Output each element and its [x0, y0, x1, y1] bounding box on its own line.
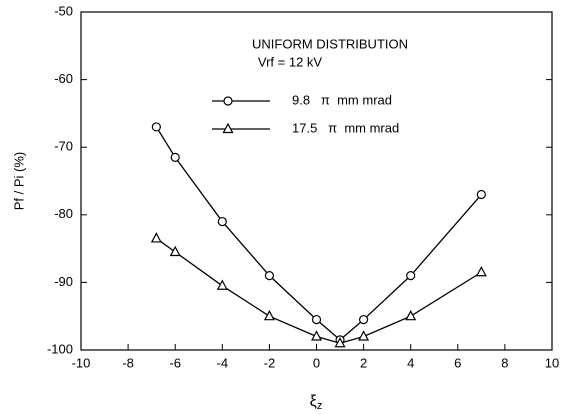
legend-marker: [222, 122, 234, 134]
marker: [476, 189, 486, 200]
x-tick-label: -2: [264, 355, 276, 370]
x-tick-label: -8: [122, 355, 134, 370]
marker: [151, 122, 161, 132]
x-axis-label-main: ξ: [310, 393, 317, 410]
marker: [405, 309, 417, 321]
x-tick-label: 0: [313, 355, 320, 370]
marker: [359, 314, 369, 325]
marker: [311, 314, 322, 325]
x-tick-label: -10: [72, 355, 91, 370]
x-tick-label: 2: [360, 355, 367, 370]
y-tick-label: -50: [54, 3, 73, 18]
marker: [217, 216, 227, 227]
y-tick-label: -60: [54, 71, 73, 86]
marker: [311, 330, 322, 341]
marker: [169, 245, 181, 257]
y-tick-label: -100: [47, 341, 73, 356]
x-tick-label: -6: [169, 355, 181, 370]
y-axis-label: Pf / Pi (%): [11, 152, 26, 211]
marker: [264, 271, 274, 281]
x-axis-label-sub: z: [317, 400, 323, 412]
legend-label: 17.5 π mm mrad: [292, 120, 399, 135]
marker: [170, 152, 180, 162]
y-tick-label: -90: [54, 274, 73, 289]
x-tick-label: 6: [454, 355, 461, 370]
series-line: [155, 237, 482, 344]
marker: [358, 330, 370, 341]
chart-title: UNIFORM DISTRIBUTION: [252, 36, 408, 51]
y-tick-label: -80: [54, 206, 73, 221]
x-axis-label: ξz: [310, 393, 323, 412]
marker: [475, 265, 487, 277]
legend-marker: [223, 96, 233, 106]
series-line: [155, 126, 482, 341]
marker: [263, 309, 275, 321]
x-tick-label: 4: [407, 355, 414, 370]
marker: [334, 336, 346, 348]
marker: [150, 232, 162, 243]
marker: [216, 279, 228, 290]
marker: [406, 271, 416, 281]
legend-label: 9.8 π mm mrad: [292, 92, 392, 107]
x-tick-label: -4: [217, 355, 229, 370]
x-tick-label: 8: [501, 355, 508, 370]
y-tick-label: -70: [54, 139, 73, 154]
chart-subtitle: Vrf = 12 kV: [258, 54, 323, 69]
x-tick-label: 10: [545, 355, 559, 370]
